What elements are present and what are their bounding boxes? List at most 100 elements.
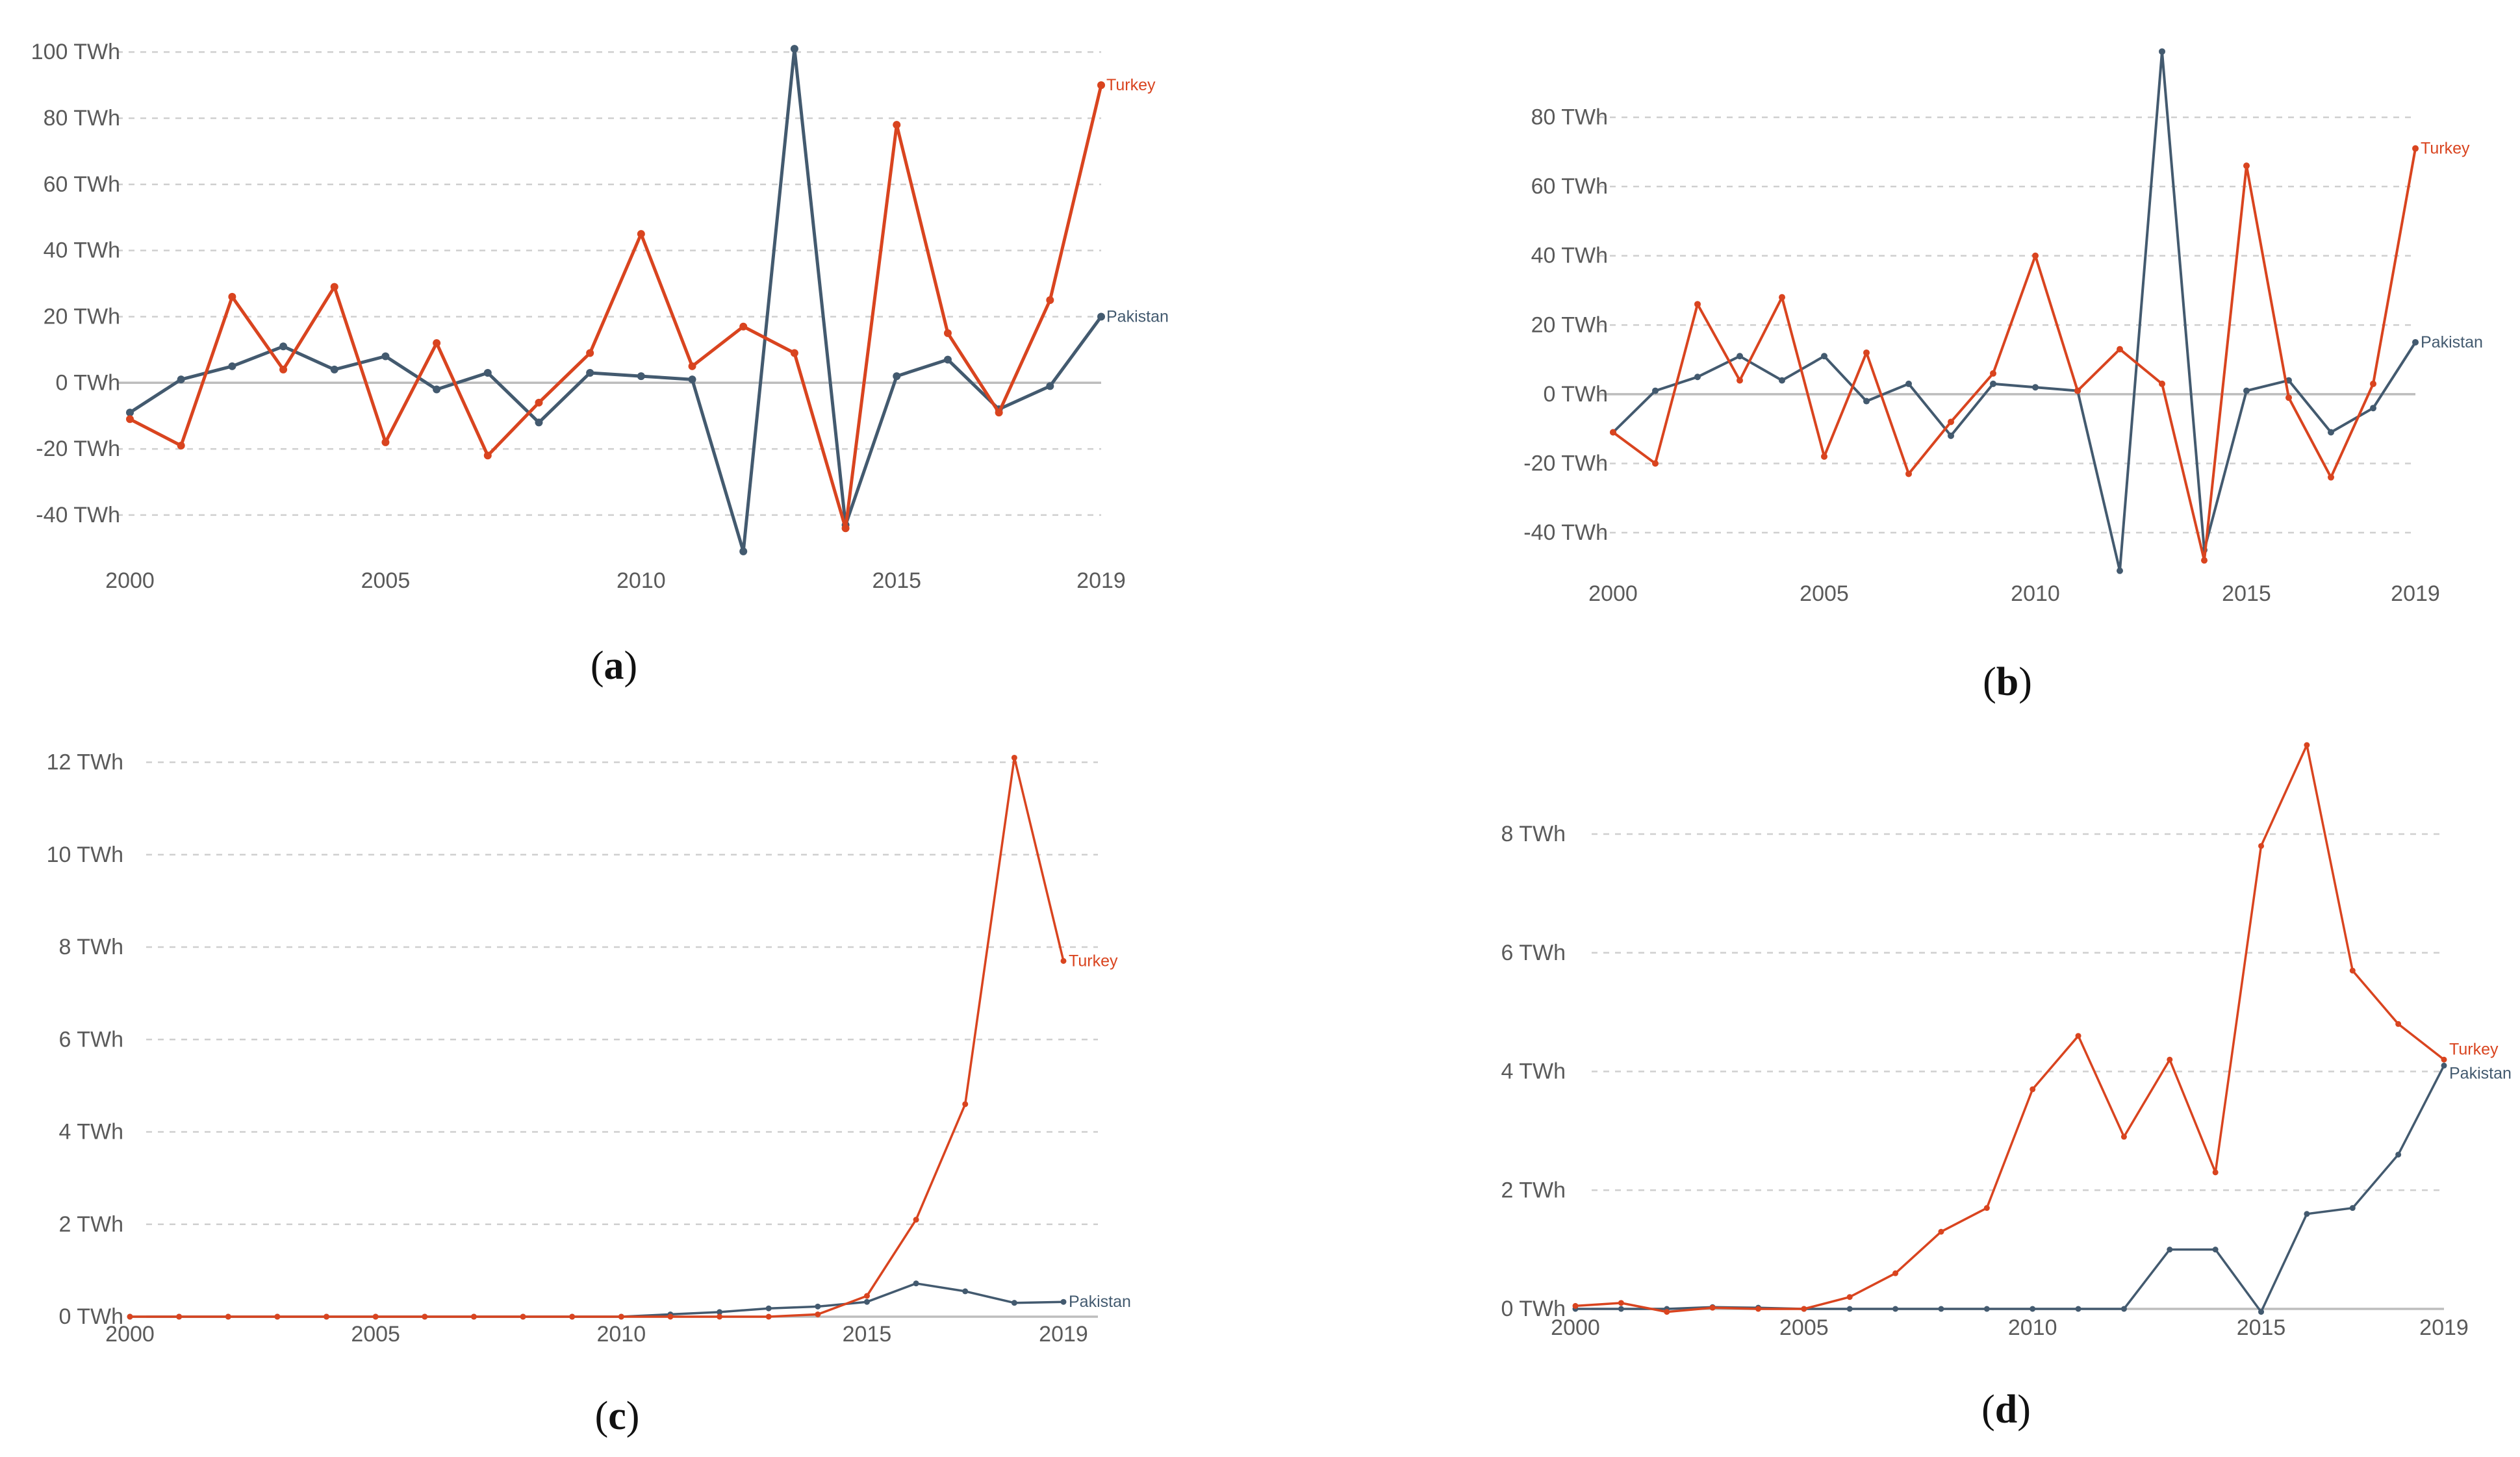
data-point-turkey [2117,346,2123,353]
y-tick-label: 2 TWh [58,1212,123,1237]
data-point-pakistan [2212,1247,2219,1253]
data-point-turkey [225,1313,231,1320]
y-tick-label: -20 TWh [1523,451,1608,475]
data-point-turkey [717,1313,723,1320]
data-point-turkey [1892,1270,1899,1276]
data-point-turkey [1652,460,1659,467]
y-tick-label: 20 TWh [44,304,120,329]
data-point-pakistan [1060,1299,1067,1305]
data-point-turkey [2304,742,2310,748]
data-point-turkey [943,329,952,337]
data-point-pakistan [2328,429,2334,436]
chart-panel-a: -40 TWh -20 TWh 0 TWh 20 TWh 40 TWh 60 TWh 80 … [31,40,1169,593]
y-tick-label: 4 TWh [58,1120,123,1145]
data-point-pakistan [177,375,185,384]
x-tick-label: 2005 [351,1322,400,1347]
data-point-turkey [381,438,390,446]
data-point-turkey [1046,296,1054,304]
data-point-turkey [324,1313,330,1320]
data-point-pakistan [2030,1306,2036,1312]
x-tick-label: 2015 [843,1322,892,1347]
data-point-turkey [2328,474,2334,481]
data-point-turkey [586,349,594,357]
data-point-turkey [433,339,441,348]
series-line-turkey [1575,744,2445,1313]
data-point-turkey [765,1313,772,1320]
data-point-turkey [1905,470,1912,477]
data-point-turkey [790,349,798,357]
data-point-turkey [962,1101,969,1108]
y-tick-label: 80 TWh [1531,105,1608,130]
data-point-turkey [1572,1302,1579,1309]
data-point-turkey [483,451,492,460]
series-label-turkey: Turkey [1106,76,1156,94]
data-point-turkey [1821,453,1827,460]
data-point-pakistan [2412,338,2419,346]
data-point-pakistan [893,372,901,381]
data-point-turkey [913,1217,919,1223]
y-tick-label: 8 TWh [1501,822,1566,846]
panel-label-d: (d) [1981,1387,2031,1432]
panel-label-c: (c) [595,1394,640,1438]
x-tick-label: 2019 [2391,581,2440,606]
data-point-turkey [228,292,236,301]
data-point-pakistan [1821,353,1827,360]
data-point-turkey [1863,349,1870,356]
data-point-turkey [2412,145,2419,152]
data-point-turkey [1097,81,1105,90]
x-tick-label: 2019 [2419,1315,2469,1340]
data-point-pakistan [126,409,134,417]
data-point-turkey [2395,1020,2402,1027]
data-point-pakistan [2117,567,2123,574]
data-point-pakistan [2441,1062,2447,1069]
y-tick-label: 100 TWh [31,40,120,64]
x-tick-label: 2019 [1076,568,1126,593]
data-point-pakistan [2349,1205,2356,1211]
y-tick-label: 60 TWh [1531,174,1608,199]
x-tick-label: 2010 [2008,1315,2057,1340]
data-point-turkey [2120,1134,2127,1140]
data-point-turkey [1709,1304,1716,1311]
data-point-pakistan [1846,1306,1853,1312]
data-point-pakistan [863,1299,870,1305]
data-point-pakistan [717,1309,723,1315]
series-line-pakistan [129,47,1103,553]
x-tick-label: 2000 [1588,581,1638,606]
y-tick-label: 0 TWh [1543,382,1608,407]
x-tick-label: 2015 [2222,581,2271,606]
data-point-turkey [569,1313,576,1320]
data-point-turkey [893,121,901,129]
data-point-turkey [1948,418,1954,425]
data-point-pakistan [2167,1247,2173,1253]
data-point-pakistan [2120,1306,2127,1312]
data-point-turkey [127,1313,133,1320]
y-tick-label: 80 TWh [44,106,120,131]
data-point-turkey [618,1313,624,1320]
data-point-pakistan [2243,387,2250,394]
data-point-pakistan [483,369,492,377]
data-point-pakistan [1990,380,1996,387]
y-tick-label: 40 TWh [1531,244,1608,268]
series-line-pakistan [1575,1065,2445,1313]
y-tick-label: 40 TWh [44,238,120,263]
data-point-pakistan [1948,432,1954,439]
y-tick-label: -20 TWh [36,437,120,461]
data-point-turkey [1990,370,1996,377]
data-point-pakistan [433,385,441,394]
data-point-pakistan [535,418,543,427]
data-point-pakistan [1694,374,1701,381]
data-point-turkey [2212,1169,2219,1176]
data-point-pakistan [2395,1151,2402,1158]
data-point-pakistan [1905,380,1912,387]
data-point-turkey [995,409,1003,417]
y-tick-label: 6 TWh [1501,941,1566,965]
y-tick-label: 6 TWh [58,1027,123,1052]
series-label-turkey: Turkey [2449,1040,2499,1058]
data-point-turkey [2441,1056,2447,1063]
data-point-pakistan [2258,1309,2265,1315]
y-tick-label: 12 TWh [47,750,123,775]
data-point-turkey [841,524,850,533]
y-tick-label: -40 TWh [36,503,120,527]
y-tick-label: 0 TWh [58,1304,123,1329]
